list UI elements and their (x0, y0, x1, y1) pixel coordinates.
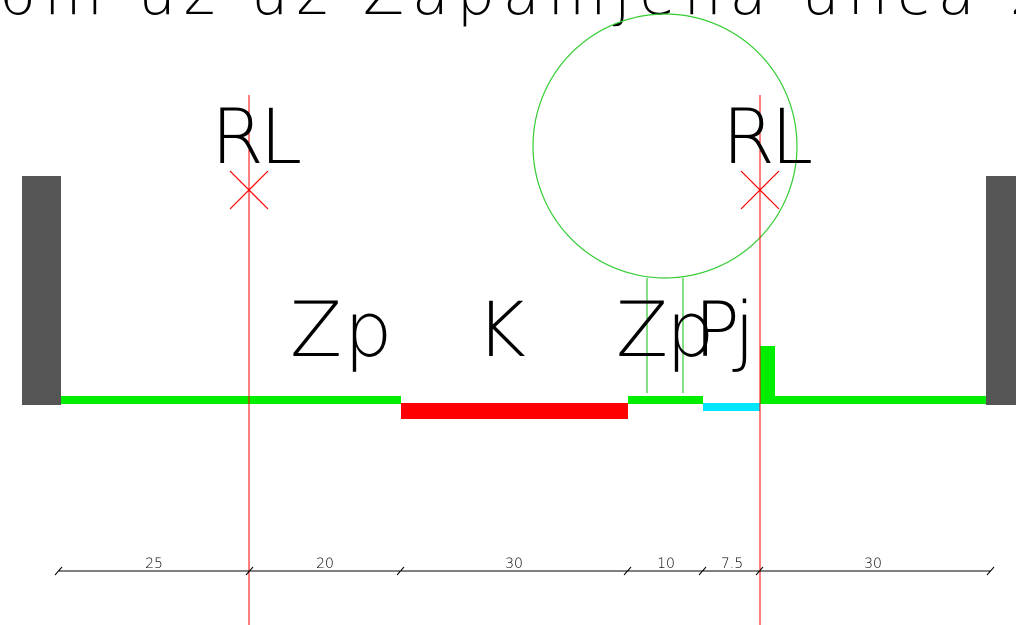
reference-cross-right (740, 170, 780, 210)
dimension-labels: 25 20 30 10 7.5 30 (145, 556, 882, 572)
tree-canopy (532, 13, 798, 279)
drawing-title: 6m uz uz Zapamjena ulica 2 (0, 0, 1016, 29)
dimension-label-30-lane: 30 (505, 556, 523, 572)
carriageway-lane (401, 403, 628, 419)
dimension-label-7-5: 7.5 (721, 556, 743, 572)
dimension-label-10: 10 (657, 556, 675, 572)
dimension-label-20: 20 (316, 556, 334, 572)
reference-label-left: RL (211, 92, 300, 181)
green-strip-right (760, 396, 986, 404)
building-wall-left (22, 176, 61, 405)
green-strip-middle (628, 396, 703, 404)
reference-cross-left (229, 170, 269, 210)
reference-label-right: RL (722, 92, 811, 181)
dimension-label-30-right: 30 (864, 556, 882, 572)
zone-label-zp-left: Zp (290, 285, 394, 374)
bike-path (703, 403, 760, 411)
zone-label-zp-right: Zp (616, 285, 712, 374)
dimension-ticks (54, 566, 995, 576)
green-strip-left (61, 396, 401, 404)
building-wall-right (986, 176, 1016, 405)
zone-label-pj: Pj (694, 285, 749, 374)
curb-post (760, 346, 775, 404)
zone-label-k: K (476, 285, 526, 374)
dimension-label-25: 25 (145, 556, 163, 572)
